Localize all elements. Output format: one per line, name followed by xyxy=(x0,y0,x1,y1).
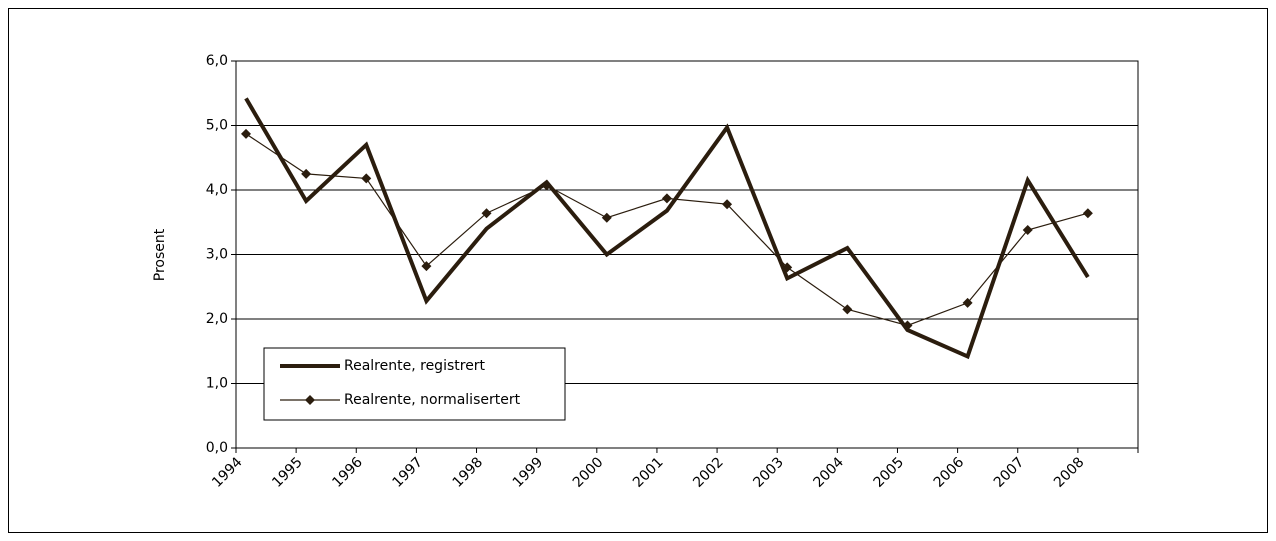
marker xyxy=(902,320,913,331)
legend-label: Realrente, normalisertert xyxy=(344,392,521,408)
x-tick-label: 2003 xyxy=(750,454,787,491)
y-tick-label: 1,0 xyxy=(206,376,228,392)
marker xyxy=(361,173,372,184)
marker xyxy=(722,199,733,210)
y-tick-label: 5,0 xyxy=(206,118,228,134)
y-tick-label: 0,0 xyxy=(206,440,228,456)
marker xyxy=(782,262,793,273)
legend-marker xyxy=(305,395,315,405)
y-tick-label: 6,0 xyxy=(206,53,228,69)
x-tick-label: 1999 xyxy=(510,454,547,491)
x-tick-label: 2000 xyxy=(570,454,607,491)
x-tick-label: 1994 xyxy=(209,454,246,491)
marker xyxy=(1022,224,1033,235)
legend-label: Realrente, registrert xyxy=(344,358,486,374)
marker xyxy=(421,261,432,272)
y-axis-label: Prosent xyxy=(152,228,168,281)
series-line xyxy=(244,97,1090,360)
plot-border xyxy=(235,60,1139,449)
x-tick-label: 2002 xyxy=(690,454,727,491)
x-tick-label: 2004 xyxy=(810,454,847,491)
marker xyxy=(601,212,612,223)
marker xyxy=(661,193,672,204)
x-tick-label: 1995 xyxy=(269,454,306,491)
marker xyxy=(301,168,312,179)
marker xyxy=(481,208,492,219)
marker xyxy=(962,297,973,308)
y-tick-label: 2,0 xyxy=(206,311,228,327)
marker xyxy=(541,180,552,191)
x-tick-label: 1998 xyxy=(450,454,487,491)
x-tick-label: 2006 xyxy=(931,454,968,491)
x-tick-label: 1997 xyxy=(390,454,427,491)
frame xyxy=(8,8,1268,533)
legend-box xyxy=(263,347,566,421)
x-tick-label: 2005 xyxy=(871,454,908,491)
x-tick-label: 2001 xyxy=(630,454,667,491)
x-tick-label: 2007 xyxy=(991,454,1028,491)
y-tick-label: 4,0 xyxy=(206,182,228,198)
y-tick-label: 3,0 xyxy=(206,247,228,263)
x-tick-label: 2008 xyxy=(1051,454,1088,491)
marker xyxy=(241,128,251,139)
x-tick-label: 1996 xyxy=(329,454,366,491)
marker xyxy=(842,304,853,315)
marker xyxy=(1082,208,1093,219)
